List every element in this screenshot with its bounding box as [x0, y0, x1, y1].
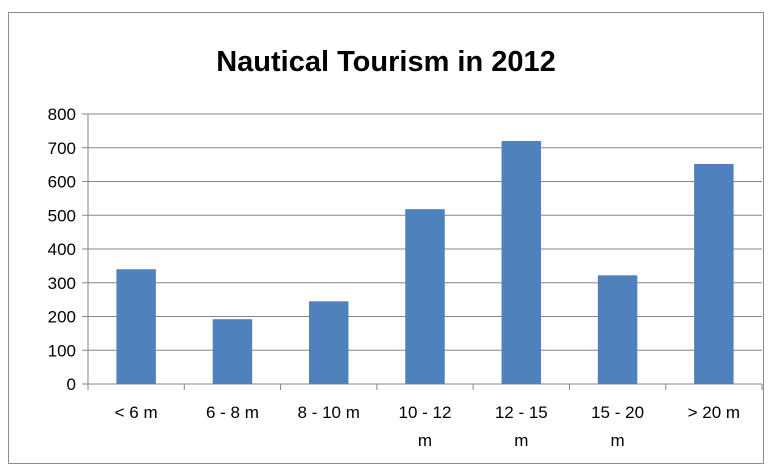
- bar-5: [502, 141, 541, 384]
- y-tick-label: 600: [48, 173, 76, 192]
- y-tick-label: 700: [48, 139, 76, 158]
- y-tick-label: 800: [48, 105, 76, 124]
- bar-7: [694, 164, 733, 384]
- y-tick-label: 400: [48, 240, 76, 259]
- bar-6: [598, 275, 637, 384]
- y-tick-label: 200: [48, 308, 76, 327]
- x-tick-label: m: [418, 431, 432, 450]
- y-tick-label: 500: [48, 206, 76, 225]
- bar-3: [309, 301, 348, 384]
- x-tick-label: m: [514, 431, 528, 450]
- bar-1: [116, 269, 155, 384]
- y-tick-label: 300: [48, 274, 76, 293]
- y-tick-label: 100: [48, 341, 76, 360]
- x-tick-label: 15 - 20: [591, 403, 644, 422]
- x-tick-label: < 6 m: [115, 403, 158, 422]
- x-tick-label: 10 - 12: [399, 403, 452, 422]
- x-tick-label: 8 - 10 m: [298, 403, 360, 422]
- y-tick-label: 0: [67, 375, 76, 394]
- bar-2: [213, 319, 252, 384]
- x-tick-label: 12 - 15: [495, 403, 548, 422]
- x-tick-label: 6 - 8 m: [206, 403, 259, 422]
- x-tick-label: > 20 m: [688, 403, 740, 422]
- x-tick-label: m: [610, 431, 624, 450]
- bar-4: [405, 209, 444, 384]
